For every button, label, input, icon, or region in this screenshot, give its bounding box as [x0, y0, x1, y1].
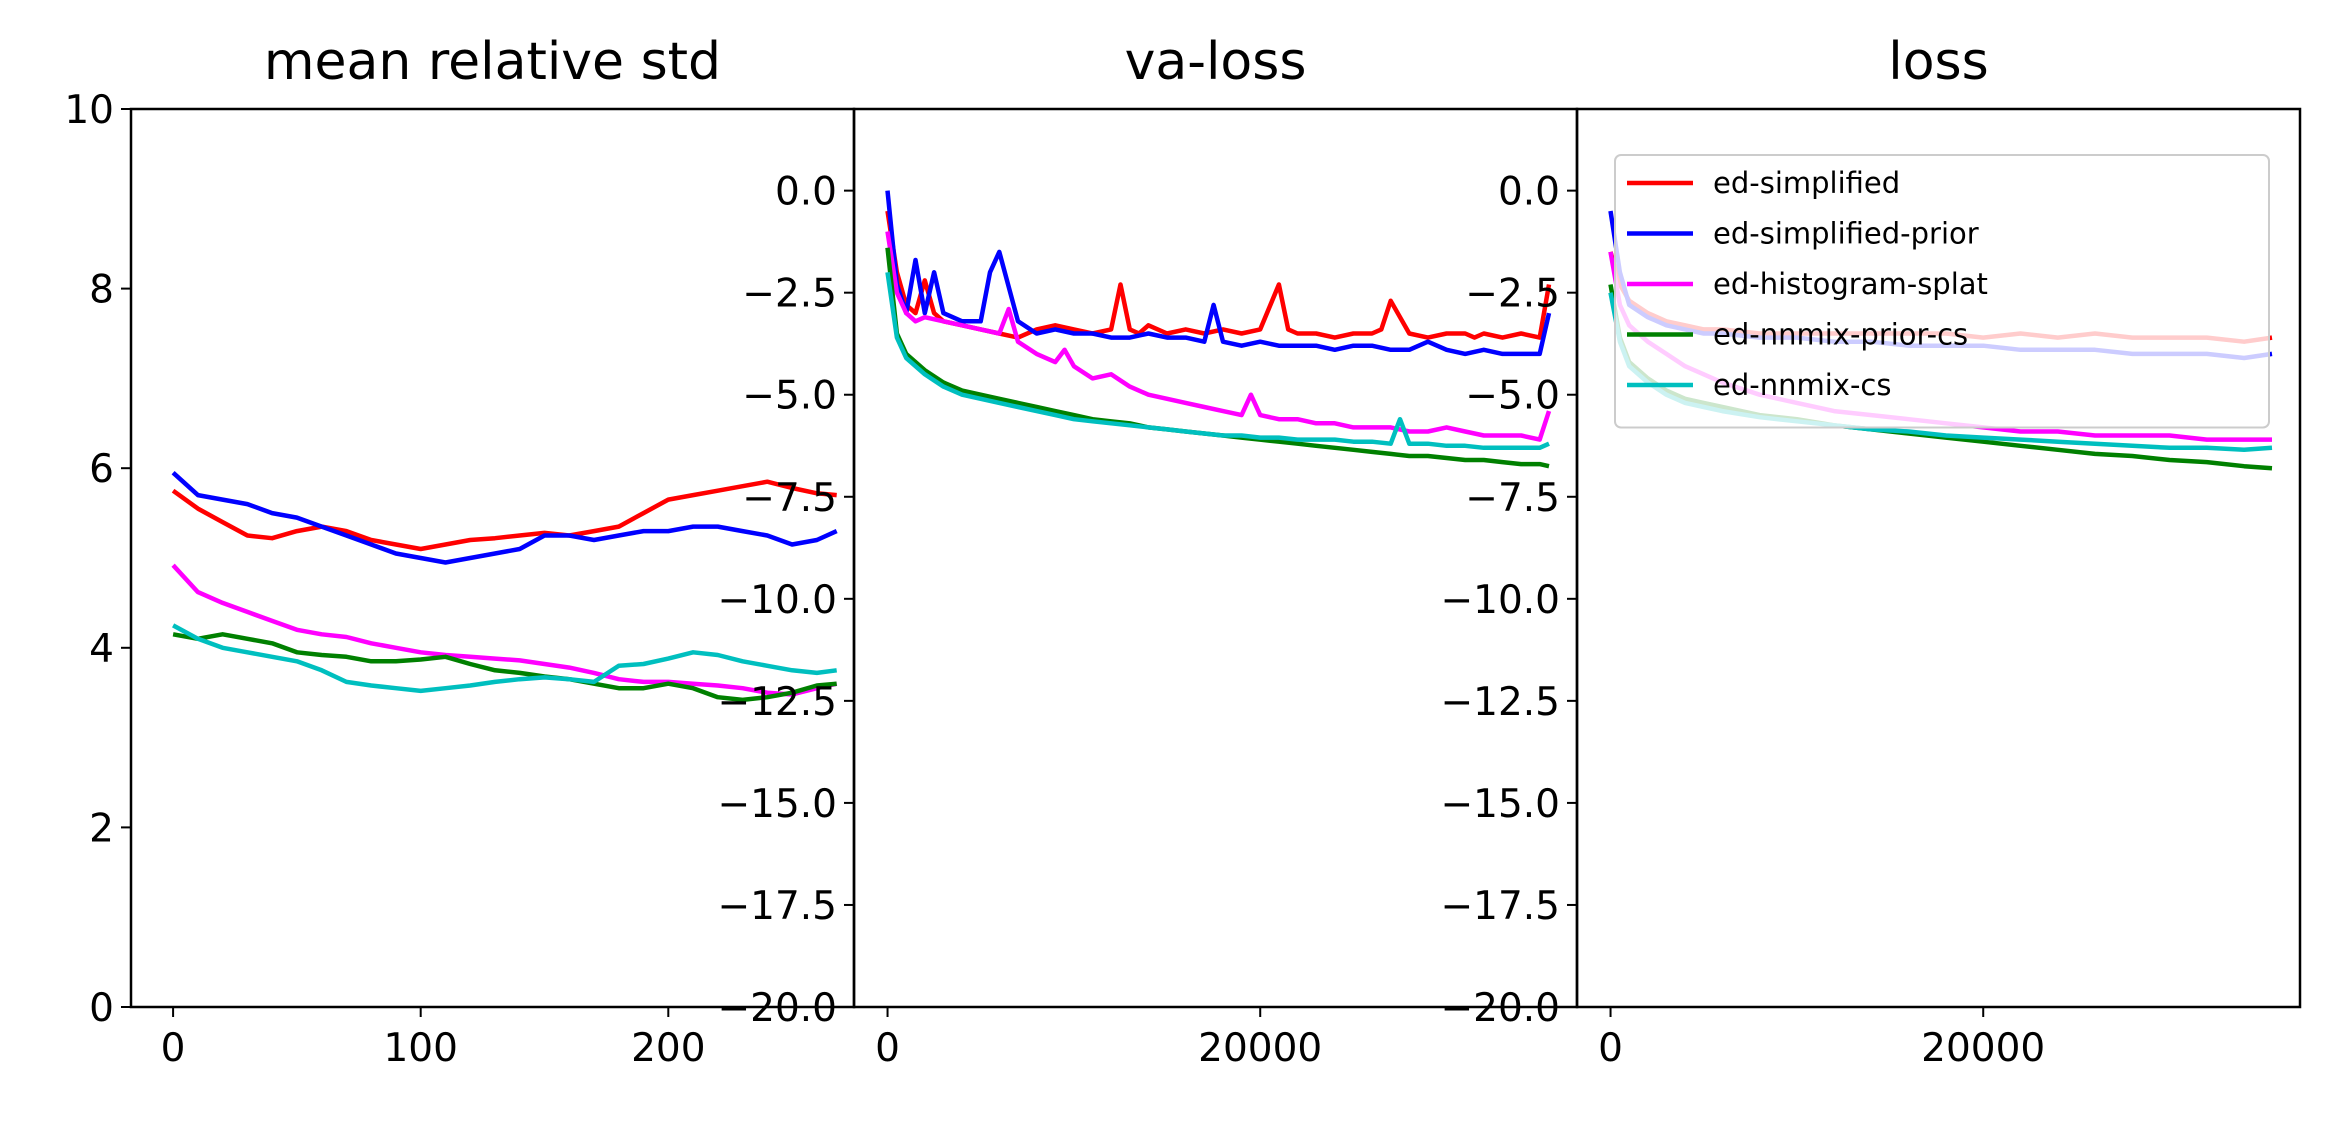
x-tick-label-2-1: 20000 [1198, 1026, 1322, 1071]
chart-title-2: va-loss [1125, 32, 1307, 92]
axes-frame-2 [852, 107, 1579, 1009]
y-tick-label-3-5: −12.5 [1440, 680, 1560, 725]
legend-label-ed-simplified-prior: ed-simplified-prior [1713, 217, 1979, 251]
y-tick-label-2-8: −20.0 [717, 986, 837, 1031]
y-tick-label-1-0: 0 [89, 986, 114, 1031]
series-line-2-ed-histogram-splat [885, 231, 1552, 442]
y-tick-label-2-4: −10.0 [717, 578, 837, 623]
y-tick-label-1-1: 2 [89, 806, 114, 851]
y-tick-label-1-4: 8 [89, 268, 114, 313]
chart-title-3: loss [1888, 32, 1988, 92]
legend-label-ed-nnmix-cs: ed-nnmix-cs [1713, 368, 1891, 402]
y-tick-label-2-5: −12.5 [717, 680, 837, 725]
y-tick-label-3-0: 0.0 [1498, 170, 1560, 215]
series-line-1-ed-nnmix-prior-cs [172, 632, 837, 703]
y-tick-label-2-0: 0.0 [775, 170, 837, 215]
series-line-2-ed-nnmix-cs [885, 271, 1550, 451]
y-tick-label-3-7: −17.5 [1440, 884, 1560, 929]
y-tick-label-3-4: −10.0 [1440, 578, 1560, 623]
series-line-1-ed-simplified-prior [171, 471, 838, 565]
legend-label-ed-histogram-splat: ed-histogram-splat [1713, 267, 1988, 301]
axes-frame-3 [1575, 107, 2302, 1009]
x-tick-label-1-2: 200 [631, 1026, 705, 1071]
x-tick-label-1-1: 100 [383, 1026, 457, 1071]
y-tick-label-1-3: 6 [89, 447, 114, 492]
chart-title-1: mean relative std [264, 32, 721, 92]
y-tick-label-1-2: 4 [89, 627, 114, 672]
legend-label-ed-nnmix-prior-cs: ed-nnmix-prior-cs [1713, 318, 1968, 352]
x-tick-label-2-0: 0 [875, 1026, 900, 1071]
legend: ed-simplified ed-simplified-prior ed-histo… [1614, 154, 2270, 429]
axes-frame-1 [129, 107, 856, 1009]
x-tick-label-1-0: 0 [161, 1026, 186, 1071]
y-tick-label-3-6: −15.0 [1440, 782, 1560, 827]
y-tick-label-2-1: −2.5 [742, 272, 837, 317]
legend-label-ed-simplified: ed-simplified [1713, 166, 1900, 200]
y-tick-label-2-3: −7.5 [742, 476, 837, 521]
series-line-1-ed-histogram-splat [171, 563, 838, 697]
y-tick-label-2-6: −15.0 [717, 782, 837, 827]
y-tick-label-1-5: 10 [64, 88, 114, 133]
y-tick-label-2-7: −17.5 [717, 884, 837, 929]
legend-box [1614, 154, 2270, 429]
y-tick-label-3-2: −5.0 [1465, 374, 1560, 419]
y-tick-label-3-8: −20.0 [1440, 986, 1560, 1031]
x-tick-label-3-0: 0 [1598, 1026, 1623, 1071]
series-line-2-ed-simplified-prior [885, 190, 1552, 357]
y-tick-label-3-1: −2.5 [1465, 272, 1560, 317]
y-tick-label-2-2: −5.0 [742, 374, 837, 419]
y-tick-label-3-3: −7.5 [1465, 476, 1560, 521]
x-tick-label-3-1: 20000 [1921, 1026, 2045, 1071]
series-line-1-ed-nnmix-cs [172, 623, 837, 694]
series-line-1-ed-simplified [171, 479, 837, 552]
